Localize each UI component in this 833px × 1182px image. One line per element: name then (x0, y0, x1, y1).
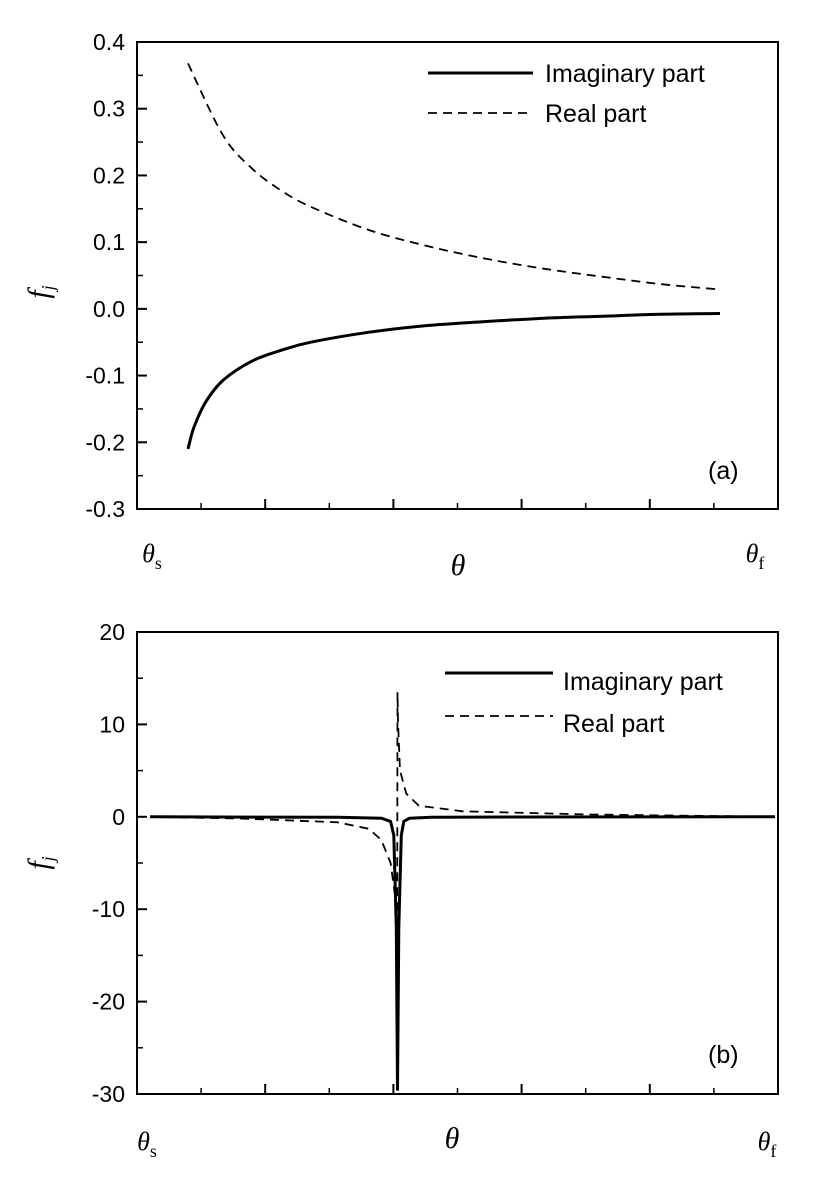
panel-a-y-tick-label: 0.1 (93, 229, 125, 255)
panel-a-y-tick-label: 0.4 (93, 29, 125, 55)
panel-b-y-axis-label: fj (22, 856, 58, 869)
panel-a-legend-label-imaginary: Imaginary part (545, 60, 705, 88)
panel-b-frame (136, 631, 779, 1095)
panel-b-y-tick-labels: -30 -20 -10 0 10 20 (92, 619, 125, 1107)
panel-a-y-tick-label: 0.0 (93, 296, 125, 322)
panel-a-x-axis-label: θ (451, 549, 466, 582)
panel-b: -30 -20 -10 0 10 20 fj θs θf θ Imaginary part… (22, 619, 779, 1161)
panel-a-y-tick-label: 0.2 (93, 162, 125, 188)
panel-a-series-real-line (187, 62, 721, 291)
panel-a-panel-label: (a) (708, 457, 739, 485)
panel-a-y-tick-labels: -0.3 -0.2 -0.1 0.0 0.1 0.2 0.3 0.4 (85, 29, 125, 522)
panel-a-legend-label-real: Real part (545, 100, 646, 128)
panel-a-x-tick-label-start: θs (142, 539, 162, 573)
panel-a: -0.3 -0.2 -0.1 0.0 0.1 0.2 0.3 0.4 fj θs θf θ I… (22, 29, 779, 582)
panel-b-x-tick-label-end: θf (758, 1127, 777, 1161)
panel-b-series-imaginary-line (149, 815, 776, 1091)
panel-b-y-tick-label: 10 (99, 711, 125, 737)
panel-b-legend-label-imaginary: Imaginary part (563, 668, 723, 696)
panel-b-ticks (137, 631, 715, 1095)
panel-a-y-tick-label: -0.2 (85, 429, 125, 455)
panel-a-series-imaginary-line (186, 312, 721, 450)
panel-a-series-layer (186, 62, 721, 450)
panel-a-y-tick-label: -0.1 (85, 363, 125, 389)
panel-b-legend-label-real: Real part (563, 710, 664, 738)
panel-b-y-tick-label: -10 (92, 896, 125, 922)
panel-b-panel-label: (b) (708, 1041, 739, 1069)
panel-b-y-tick-label: 0 (112, 804, 125, 830)
panel-b-x-axis-label: θ (445, 1122, 460, 1155)
panel-a-y-tick-label: 0.3 (93, 96, 125, 122)
panel-a-ticks (137, 41, 715, 510)
panel-a-y-tick-label: -0.3 (85, 496, 125, 522)
panel-b-series-layer (149, 691, 776, 1091)
panel-a-legend: Imaginary part Real part (428, 60, 705, 128)
panel-a-y-axis-label: fj (22, 285, 58, 298)
panel-a-x-tick-label-end: θf (746, 539, 765, 573)
panel-b-legend: Imaginary part Real part (445, 668, 723, 738)
panel-a-frame (136, 41, 779, 510)
panel-a-plot-area (186, 62, 721, 450)
panel-b-y-tick-label: -20 (92, 989, 125, 1015)
panel-b-y-tick-label: 20 (99, 619, 125, 645)
panel-b-plot-area (149, 691, 776, 1091)
panel-b-y-tick-label: -30 (92, 1081, 125, 1107)
panel-b-x-tick-label-start: θs (137, 1127, 157, 1161)
panel-b-series-real-line (149, 691, 776, 915)
